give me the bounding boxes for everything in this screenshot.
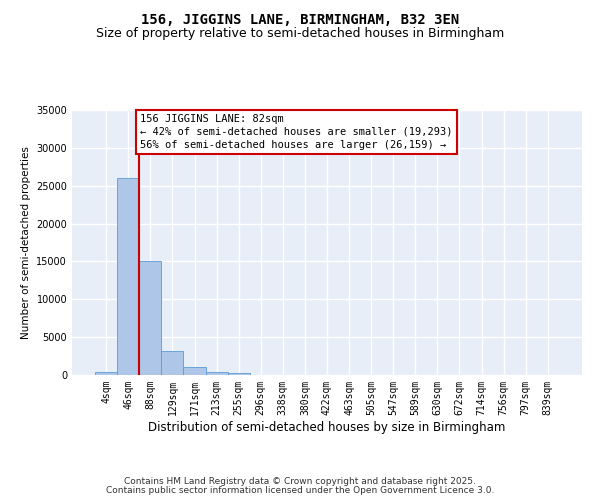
Text: Size of property relative to semi-detached houses in Birmingham: Size of property relative to semi-detach… bbox=[96, 28, 504, 40]
Text: 156, JIGGINS LANE, BIRMINGHAM, B32 3EN: 156, JIGGINS LANE, BIRMINGHAM, B32 3EN bbox=[141, 12, 459, 26]
Y-axis label: Number of semi-detached properties: Number of semi-detached properties bbox=[21, 146, 31, 339]
Text: Contains public sector information licensed under the Open Government Licence 3.: Contains public sector information licen… bbox=[106, 486, 494, 495]
Bar bbox=[227, 374, 250, 375]
Bar bbox=[117, 178, 139, 375]
Text: Contains HM Land Registry data © Crown copyright and database right 2025.: Contains HM Land Registry data © Crown c… bbox=[124, 477, 476, 486]
Bar bbox=[161, 351, 184, 375]
Bar bbox=[139, 260, 161, 375]
X-axis label: Distribution of semi-detached houses by size in Birmingham: Distribution of semi-detached houses by … bbox=[148, 420, 506, 434]
Text: 156 JIGGINS LANE: 82sqm
← 42% of semi-detached houses are smaller (19,293)
56% o: 156 JIGGINS LANE: 82sqm ← 42% of semi-de… bbox=[140, 114, 453, 150]
Bar bbox=[184, 366, 206, 375]
Bar bbox=[95, 372, 117, 375]
Bar bbox=[206, 372, 227, 375]
